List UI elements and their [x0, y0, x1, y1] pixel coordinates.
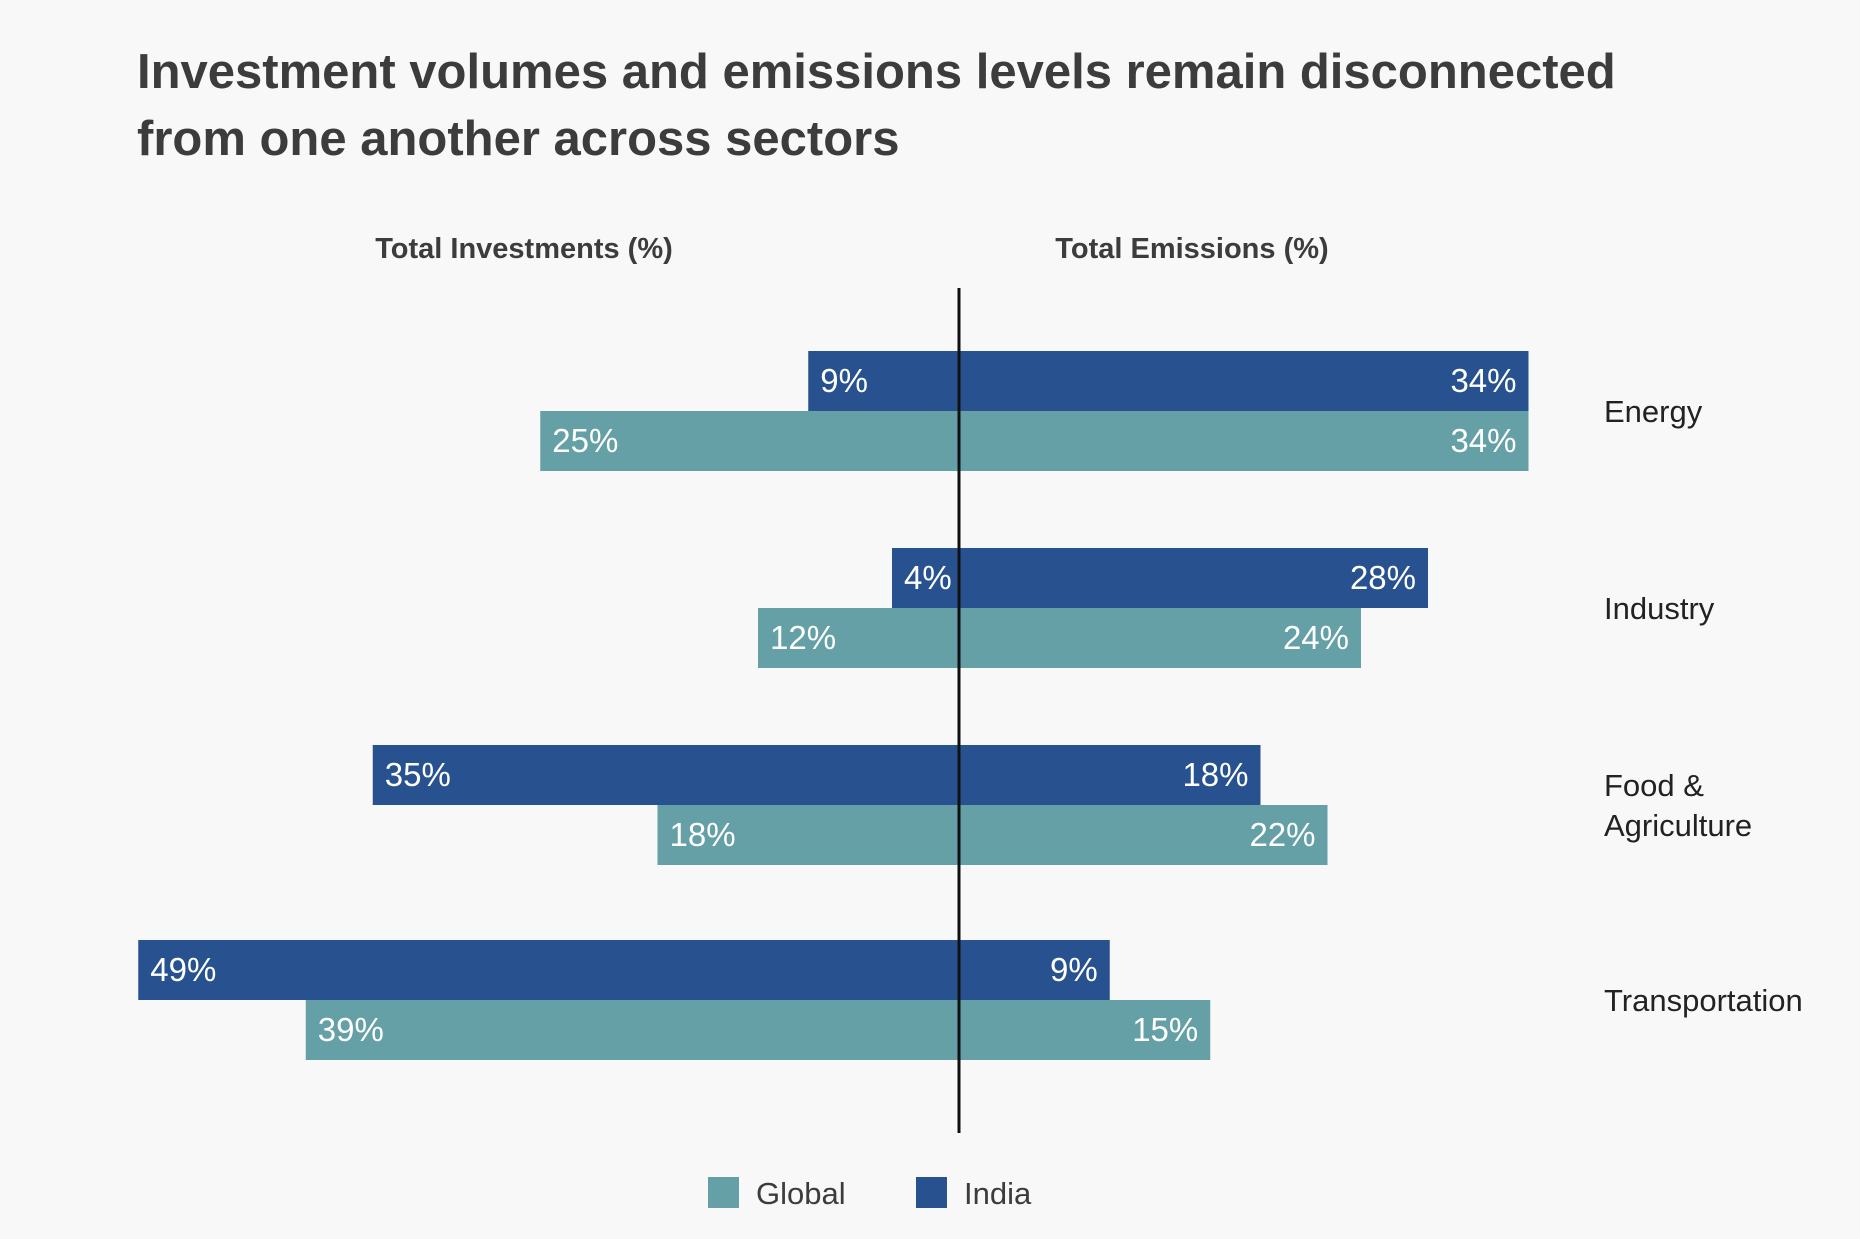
label-investment-india-transportation: 49%: [150, 951, 216, 988]
chart-title-line-2: from one another across sectors: [137, 112, 899, 166]
bar-investment-india-industry: [892, 548, 959, 608]
labels-layer: 9% 34%25% 34%4% 28%12% 24%35% 18%18% 22%49% 9%3…: [150, 362, 1516, 1048]
bar-investment-global-energy: [540, 411, 959, 471]
bar-investment-india-food-agriculture: [372, 745, 959, 805]
label-emission-india-food-agriculture: 18%: [1182, 756, 1248, 793]
label-investment-global-transportation: 39%: [318, 1011, 384, 1048]
bar-investment-global-industry: [758, 608, 959, 668]
bar-emission-global-energy: [959, 411, 1529, 471]
label-emission-global-transportation: 15%: [1132, 1011, 1198, 1048]
bar-emission-india-industry: [959, 548, 1428, 608]
label-emission-global-industry: 24%: [1283, 619, 1349, 656]
label-emission-india-industry: 28%: [1350, 559, 1416, 596]
label-emission-global-energy: 34%: [1450, 422, 1516, 459]
bar-investment-india-energy: [808, 351, 959, 411]
bar-emission-india-transportation: [959, 940, 1110, 1000]
legend-label-global: Global: [756, 1176, 846, 1211]
label-emission-global-food-agriculture: 22%: [1249, 816, 1315, 853]
category-label-energy: Energy: [1604, 394, 1703, 429]
bar-investment-india-transportation: [138, 940, 959, 1000]
label-investment-india-food-agriculture: 35%: [385, 756, 451, 793]
label-emission-india-transportation: 9%: [1050, 951, 1098, 988]
bar-emission-india-food-agriculture: [959, 745, 1261, 805]
label-investment-global-energy: 25%: [552, 422, 618, 459]
label-emission-india-energy: 34%: [1450, 362, 1516, 399]
legend-label-india: India: [964, 1176, 1032, 1211]
category-label-industry: Industry: [1604, 591, 1715, 626]
category-label-transportation: Transportation: [1604, 983, 1803, 1018]
bar-emission-global-food-agriculture: [959, 805, 1328, 865]
label-investment-india-energy: 9%: [820, 362, 868, 399]
bar-emission-global-transportation: [959, 1000, 1211, 1060]
left-axis-header: Total Investments (%): [375, 233, 673, 265]
legend-swatch-global: [708, 1177, 739, 1208]
category-label-food-agriculture-line-2: Agriculture: [1604, 808, 1752, 843]
legend-swatch-india: [916, 1177, 947, 1208]
category-label-food-agriculture-line-1: Food &: [1604, 768, 1704, 803]
bar-investment-global-food-agriculture: [657, 805, 959, 865]
legend: Global India: [708, 1176, 1032, 1211]
label-investment-global-industry: 12%: [770, 619, 836, 656]
bar-investment-global-transportation: [305, 1000, 959, 1060]
bar-emission-global-industry: [959, 608, 1361, 668]
label-investment-global-food-agriculture: 18%: [670, 816, 736, 853]
bars-layer: [138, 351, 1529, 1060]
category-labels: Energy Industry Food & Agriculture Transport…: [1604, 394, 1803, 1018]
bar-emission-india-energy: [959, 351, 1529, 411]
chart-title-line-1: Investment volumes and emissions levels …: [137, 45, 1616, 99]
right-axis-header: Total Emissions (%): [1055, 233, 1328, 265]
label-investment-india-industry: 4%: [904, 559, 952, 596]
